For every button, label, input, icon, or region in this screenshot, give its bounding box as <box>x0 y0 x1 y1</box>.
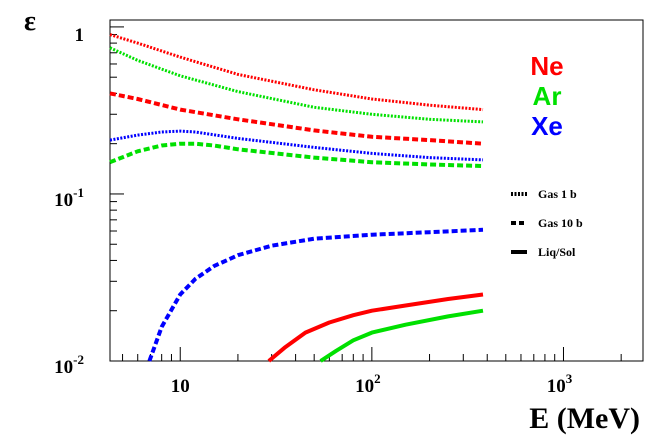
y-tick-label: 10-2 <box>54 352 84 378</box>
y-axis-title: ε <box>24 6 36 37</box>
series-ar-solid <box>319 308 484 363</box>
series-ne-dotted <box>109 33 484 112</box>
data-curves <box>109 33 484 363</box>
tick-labels: 10 102 103 1 10-1 10-2 <box>54 25 573 397</box>
legend-label-dashed: Gas 10 b <box>538 216 583 230</box>
element-label-ar: Ar <box>533 81 562 111</box>
x-axis-title: E (MeV) <box>529 402 640 435</box>
x-tick-label: 10 <box>171 376 190 397</box>
series-ar-dashed <box>109 141 484 168</box>
element-label-ne: Ne <box>530 51 563 81</box>
series-ne-solid <box>267 292 484 363</box>
series-xe-dashed <box>147 227 484 362</box>
plot-frame <box>109 19 644 362</box>
x-tick-label: 102 <box>355 371 381 397</box>
legend-label-dotted: Gas 1 b <box>538 187 577 201</box>
series-ar-dotted <box>109 46 484 124</box>
x-tick-label: 103 <box>547 371 573 397</box>
series-xe-dotted <box>109 129 484 162</box>
element-label-xe: Xe <box>531 111 563 141</box>
y-tick-label: 1 <box>75 25 85 46</box>
y-tick-label: 10-1 <box>54 185 84 211</box>
legend-label-solid: Liq/Sol <box>538 245 576 259</box>
legend: Gas 1 b Gas 10 b Liq/Sol <box>511 187 583 259</box>
